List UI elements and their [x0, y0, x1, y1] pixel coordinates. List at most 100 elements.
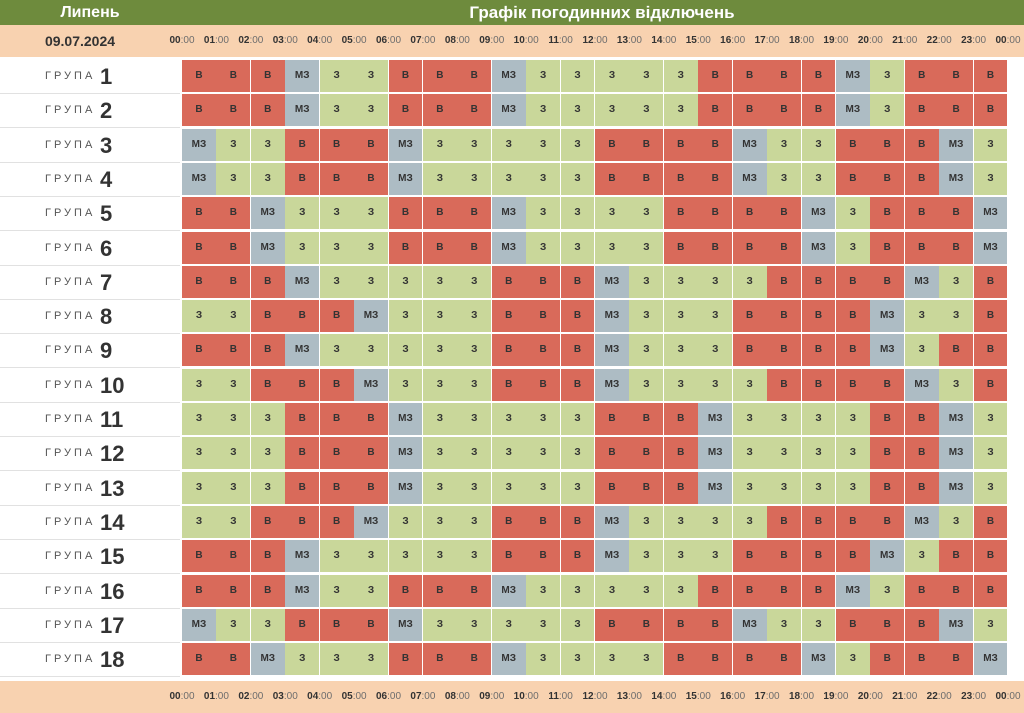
schedule-cell: З	[939, 505, 975, 538]
schedule-cell: З	[250, 162, 286, 195]
schedule-cell: В	[732, 643, 768, 676]
top-hour-2: 02:00	[235, 25, 267, 57]
schedule-cell: В	[870, 162, 906, 195]
schedule-cell: В	[835, 265, 871, 298]
schedule-cell: В	[973, 505, 1009, 538]
schedule-cell: В	[422, 643, 458, 676]
top-hour-14: 14:00	[648, 25, 680, 57]
schedule-cell: З	[663, 505, 699, 538]
hour-minutes: :00	[180, 691, 195, 702]
schedule-cell: З	[663, 574, 699, 607]
schedule-cell: МЗ	[285, 334, 321, 367]
bottom-hour-0: 00:00	[166, 681, 198, 713]
schedule-cell: З	[388, 334, 424, 367]
hour-value: 05	[341, 691, 353, 702]
group-word: ГРУПА	[45, 618, 96, 631]
schedule-cell: З	[526, 94, 562, 127]
schedule-cell: З	[973, 437, 1009, 470]
header-bar: Липень Графік погодинних відключень	[0, 0, 1024, 25]
hour-value: 14	[651, 691, 663, 702]
hour-value: 18	[788, 35, 801, 46]
hour-minutes: :00	[731, 691, 746, 702]
group-label: ГРУПА 13	[0, 471, 180, 506]
schedule-cell: В	[663, 231, 699, 264]
schedule-cell: З	[663, 94, 699, 127]
group-row: ГРУПА 12 З З З В В В МЗ З З З З З В В В МЗ З З З З В В МЗ З	[0, 437, 1024, 472]
schedule-cell: З	[422, 368, 458, 401]
top-hour-4: 04:00	[304, 25, 336, 57]
schedule-cell: В	[250, 300, 286, 333]
schedule-cell: МЗ	[698, 471, 734, 504]
schedule-cell: В	[904, 162, 940, 195]
schedule-cell: В	[388, 643, 424, 676]
schedule-cell: З	[870, 60, 906, 92]
schedule-cell: МЗ	[870, 334, 906, 367]
schedule-cell: З	[595, 643, 630, 676]
schedule-cell: З	[354, 60, 389, 92]
hour-minutes: :00	[628, 691, 642, 702]
schedule-cell: З	[388, 505, 424, 538]
schedule-cell: З	[560, 643, 596, 676]
schedule-cell: В	[319, 403, 355, 435]
schedule-cell: В	[698, 94, 734, 127]
schedule-cell: З	[801, 608, 837, 641]
schedule-cell: З	[526, 574, 562, 607]
bottom-hour-8: 08:00	[441, 681, 473, 713]
schedule-cell: МЗ	[939, 403, 975, 435]
group-word: ГРУПА	[45, 310, 96, 323]
schedule-cell: З	[629, 231, 665, 264]
group-label: ГРУПА 11	[0, 403, 180, 437]
group-number: 15	[100, 544, 125, 570]
group-number: 3	[100, 132, 113, 158]
schedule-cell: З	[629, 334, 665, 367]
schedule-cell: В	[663, 437, 699, 470]
group-label: ГРУПА 8	[0, 300, 180, 335]
top-hour-16: 16:00	[717, 25, 749, 57]
top-hour-12: 12:00	[579, 25, 611, 57]
hour-value: 13	[616, 35, 629, 46]
schedule-cell: В	[698, 231, 734, 264]
schedule-cell: З	[629, 574, 665, 607]
schedule-cell: В	[182, 643, 217, 676]
schedule-cell: З	[732, 505, 768, 538]
schedule-cell: В	[801, 574, 837, 607]
schedule-cell: В	[732, 231, 768, 264]
schedule-cell: З	[250, 608, 286, 641]
schedule-cell: З	[422, 540, 458, 573]
schedule-cell: З	[560, 608, 596, 641]
schedule-cell: В	[973, 540, 1009, 573]
group-row: ГРУПА 15 В В В МЗ З З З З З В В В МЗ З З З В В В В МЗ З В В	[0, 540, 1024, 575]
schedule-cell: З	[939, 368, 975, 401]
hour-minutes: :00	[834, 691, 849, 702]
group-row: ГРУПА 17 МЗ З З В В В МЗ З З З З З В В В В МЗ З З В В В МЗ З	[0, 608, 1024, 643]
schedule-cell: МЗ	[285, 265, 321, 298]
schedule-cell: З	[629, 197, 665, 230]
schedule-cell: В	[698, 162, 734, 195]
hour-value: 12	[582, 691, 594, 702]
schedule-cell: З	[629, 643, 665, 676]
schedule-cell: В	[973, 368, 1009, 401]
top-hour-15: 15:00	[682, 25, 714, 57]
schedule-cell: З	[526, 403, 562, 435]
schedule-cell: В	[835, 505, 871, 538]
schedule-cell: МЗ	[973, 197, 1009, 230]
hour-minutes: :00	[696, 691, 711, 702]
schedule-cell: В	[560, 300, 596, 333]
group-number: 11	[100, 407, 124, 432]
schedule-cell: З	[801, 162, 837, 195]
schedule-cell: З	[663, 300, 699, 333]
schedule-cell: З	[526, 608, 562, 641]
schedule-cell: З	[560, 162, 596, 195]
group-label: ГРУПА 18	[0, 643, 180, 678]
schedule-cell: В	[973, 334, 1009, 367]
hour-value: 15	[685, 35, 697, 46]
group-label: ГРУПА 14	[0, 505, 180, 540]
schedule-cell: В	[491, 265, 527, 298]
schedule-cell: З	[182, 505, 217, 538]
schedule-cell: В	[319, 162, 355, 195]
schedule-cell: З	[973, 162, 1009, 195]
top-hour-0: 00:00	[166, 25, 198, 57]
schedule-cell: В	[939, 60, 975, 92]
group-row: ГРУПА 3 МЗ З З В В В МЗ З З З З З В В В В МЗ З З В В В МЗ З	[0, 128, 1024, 163]
group-row: ГРУПА 2 В В В МЗ З З В В В МЗ З З З З З В В В В МЗ З В В В	[0, 94, 1024, 129]
